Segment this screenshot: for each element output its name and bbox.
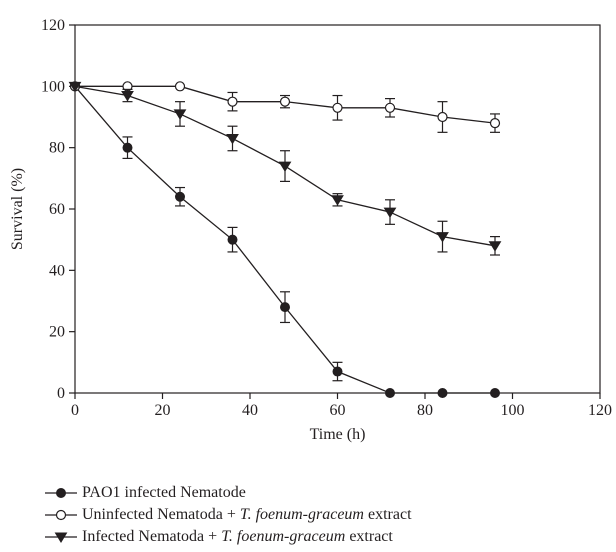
series-uninfected-extract: [69, 81, 501, 133]
data-point: [437, 388, 448, 398]
data-point: [68, 81, 82, 93]
legend-label-infected-species: T. foenum-graceum: [221, 528, 346, 545]
data-point: [385, 388, 395, 398]
x-tick-label: 80: [417, 402, 433, 419]
y-tick-label: 120: [41, 17, 65, 34]
y-tick-label: 80: [49, 140, 65, 157]
open-circle-marker-icon: [45, 509, 77, 521]
legend-label-infected-suffix: extract: [345, 528, 393, 545]
data-point: [488, 241, 502, 252]
legend-item-infected: Infected Nematoda + T. foenum-graceum ex…: [42, 526, 602, 548]
y-tick-label: 100: [41, 78, 65, 95]
data-point: [437, 111, 448, 123]
data-point: [436, 232, 449, 243]
series-line-pao1-infected: [74, 85, 495, 394]
data-point: [332, 102, 343, 113]
legend: PAO1 infected Nematode Uninfected Nemato…: [42, 482, 602, 548]
y-tick-label: 20: [49, 324, 65, 341]
series-pao1-infected: [70, 81, 500, 398]
y-axis-title: Survival (%): [9, 168, 26, 250]
data-point: [175, 191, 185, 202]
x-axis-title: Time (h): [310, 426, 366, 443]
legend-label-uninfected: Uninfected Nematoda + T. foenum-graceum …: [82, 504, 412, 526]
legend-label-pao1: PAO1 infected Nematode: [82, 484, 246, 501]
y-tick-label: 0: [57, 385, 65, 402]
axis-ticks: [69, 24, 601, 399]
data-point: [227, 96, 238, 107]
x-tick-label: 40: [242, 402, 258, 419]
legend-label-uninfected-suffix: extract: [363, 506, 412, 523]
data-point: [331, 195, 344, 206]
plot-border: [74, 24, 601, 394]
data-point: [121, 91, 134, 102]
data-point: [384, 102, 396, 113]
data-point: [383, 207, 397, 219]
x-tick-label: 120: [588, 402, 612, 419]
x-tick-label: 0: [71, 402, 79, 419]
legend-label-infected: Infected Nematoda + T. foenum-graceum ex…: [82, 526, 393, 548]
data-point: [174, 81, 186, 92]
data-point: [489, 118, 501, 129]
x-tick-label: 20: [155, 402, 171, 419]
tick-labels: 0 20 40 60 80 100 120 0 20 40 60 80 100 120: [41, 17, 612, 419]
data-point: [226, 133, 239, 145]
filled-triangle-marker-icon: [45, 532, 77, 543]
data-point: [490, 388, 500, 398]
data-point: [279, 96, 291, 107]
y-tick-label: 40: [49, 262, 65, 279]
legend-label-uninfected-prefix: Uninfected Nematoda +: [82, 506, 240, 523]
legend-item-pao1: PAO1 infected Nematode: [42, 482, 602, 504]
x-tick-label: 100: [501, 402, 525, 419]
legend-label-infected-prefix: Infected Nematoda +: [82, 528, 222, 545]
data-point: [122, 142, 133, 153]
data-point: [227, 234, 238, 245]
plot-frame: [74, 24, 601, 394]
data-point: [278, 161, 292, 173]
series-infected-extract: [68, 81, 502, 256]
x-tick-label: 60: [330, 402, 346, 419]
y-tick-label: 60: [49, 201, 65, 218]
legend-label-uninfected-species: T. foenum-graceum: [239, 506, 364, 523]
legend-item-uninfected: Uninfected Nematoda + T. foenum-graceum …: [42, 504, 602, 526]
series-layer: [68, 81, 502, 398]
data-point: [332, 366, 343, 377]
data-point: [280, 302, 290, 313]
filled-circle-marker-icon: [45, 488, 77, 498]
data-point: [173, 109, 187, 120]
